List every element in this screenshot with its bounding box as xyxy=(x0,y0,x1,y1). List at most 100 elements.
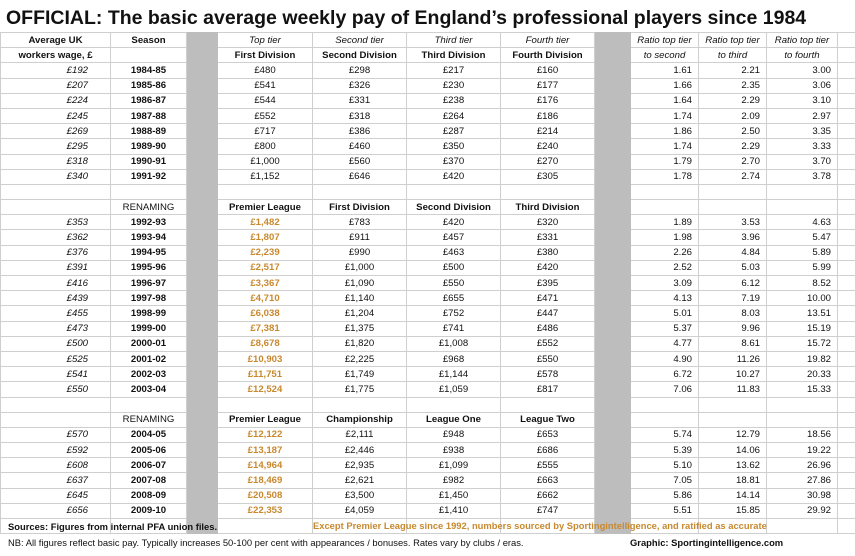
page-title: OFFICIAL: The basic average weekly pay o… xyxy=(6,7,807,29)
grey-separator xyxy=(594,517,631,535)
ratio-fourth-cell: 27.86 xyxy=(766,472,838,489)
ratio-fourth-cell: 3.00 xyxy=(766,62,838,79)
ratio-third-cell: 2.21 xyxy=(698,62,767,79)
grey-separator xyxy=(594,92,631,109)
ratio-second-cell: 7.05 xyxy=(630,472,699,489)
grey-separator xyxy=(186,229,218,246)
third-tier-cell: £1,099 xyxy=(406,457,501,474)
renaming-label: RENAMING xyxy=(110,411,187,428)
empty-cell xyxy=(217,183,313,201)
fourth-tier-cell: £486 xyxy=(500,320,595,337)
header-ratio2-sub: to third xyxy=(698,47,767,64)
fourth-tier-cell: £270 xyxy=(500,153,595,170)
empty-cell xyxy=(837,229,855,246)
second-tier-cell: £1,820 xyxy=(312,335,407,352)
grey-separator xyxy=(594,31,631,49)
ratio-third-cell: 11.26 xyxy=(698,350,767,368)
grey-separator xyxy=(186,457,218,474)
empty-cell xyxy=(110,396,187,413)
ratio-third-cell: 2.29 xyxy=(698,138,767,155)
grey-separator xyxy=(594,426,631,444)
empty-cell xyxy=(110,47,187,64)
season-cell: 1989-90 xyxy=(110,138,187,155)
fourth-tier-cell: £420 xyxy=(500,259,595,277)
grey-separator xyxy=(594,138,631,155)
ratio-third-cell: 4.84 xyxy=(698,244,767,261)
grey-separator xyxy=(186,517,218,535)
grey-separator xyxy=(594,47,631,64)
wage-cell: £340 xyxy=(0,168,111,185)
renamed-div1: Premier League xyxy=(217,199,313,216)
ratio-second-cell: 5.39 xyxy=(630,442,699,459)
ratio-fourth-cell: 29.92 xyxy=(766,502,838,520)
season-cell: 2001-02 xyxy=(110,350,187,368)
header-ratio1-sub: to second xyxy=(630,47,699,64)
third-tier-cell: £1,144 xyxy=(406,366,501,383)
grey-separator xyxy=(186,259,218,277)
ratio-second-cell: 1.86 xyxy=(630,123,699,140)
empty-cell xyxy=(630,183,699,201)
ratio-fourth-cell: 20.33 xyxy=(766,366,838,383)
grey-separator xyxy=(594,487,631,504)
grey-separator xyxy=(186,183,218,201)
fourth-tier-cell: £747 xyxy=(500,502,595,520)
table-row: £391 1995-96 £2,517 £1,000 £500 £420 2.52 5.03 5… xyxy=(0,259,855,277)
ratio-third-cell: 14.06 xyxy=(698,442,767,459)
table-row: £224 1986-87 £544 £331 £238 £176 1.64 2.29 3.10 xyxy=(0,92,855,109)
season-cell: 2008-09 xyxy=(110,487,187,504)
third-tier-cell: £420 xyxy=(406,168,501,185)
table-row: £455 1998-99 £6,038 £1,204 £752 £447 5.01 8.03 1… xyxy=(0,305,855,322)
empty-cell xyxy=(766,396,838,413)
header-row-2: workers wage, £ First Division Second Di… xyxy=(0,47,855,64)
header-season: Season xyxy=(110,31,187,49)
fourth-tier-cell: £305 xyxy=(500,168,595,185)
second-tier-cell: £298 xyxy=(312,62,407,79)
grey-separator xyxy=(594,502,631,520)
renaming-row: RENAMING Premier League First Division Seco… xyxy=(0,199,855,216)
third-tier-cell: £463 xyxy=(406,244,501,261)
season-cell: 1997-98 xyxy=(110,290,187,307)
empty-cell xyxy=(837,350,855,368)
season-cell: 1990-91 xyxy=(110,153,187,170)
third-tier-cell: £264 xyxy=(406,107,501,125)
footer-sources: Sources: Figures from internal PFA union… xyxy=(8,521,218,532)
empty-cell xyxy=(110,183,187,201)
empty-cell xyxy=(698,411,767,428)
empty-cell xyxy=(837,472,855,489)
third-tier-cell: £420 xyxy=(406,214,501,231)
second-tier-cell: £1,375 xyxy=(312,320,407,337)
season-cell: 1986-87 xyxy=(110,92,187,109)
grey-separator xyxy=(594,350,631,368)
empty-cell xyxy=(217,517,313,535)
wage-cell: £376 xyxy=(0,244,111,261)
renaming-label: RENAMING xyxy=(110,199,187,216)
empty-cell xyxy=(837,92,855,109)
wage-cell: £439 xyxy=(0,290,111,307)
season-cell: 1996-97 xyxy=(110,274,187,292)
ratio-fourth-cell: 19.82 xyxy=(766,350,838,368)
second-tier-cell: £1,090 xyxy=(312,274,407,292)
grey-separator xyxy=(186,320,218,337)
empty-cell xyxy=(837,183,855,201)
ratio-fourth-cell: 30.98 xyxy=(766,487,838,504)
grey-separator xyxy=(186,214,218,231)
empty-cell xyxy=(698,199,767,216)
ratio-second-cell: 1.98 xyxy=(630,229,699,246)
header-tier1: Top tier xyxy=(217,31,313,49)
second-tier-cell: £990 xyxy=(312,244,407,261)
ratio-fourth-cell: 5.47 xyxy=(766,229,838,246)
empty-cell xyxy=(837,168,855,185)
wage-cell: £245 xyxy=(0,107,111,125)
empty-cell xyxy=(0,199,111,216)
header-div3: Third Division xyxy=(406,47,501,64)
second-tier-cell: £2,225 xyxy=(312,350,407,368)
ratio-fourth-cell: 3.10 xyxy=(766,92,838,109)
ratio-third-cell: 3.96 xyxy=(698,229,767,246)
empty-cell xyxy=(837,138,855,155)
ratio-second-cell: 4.77 xyxy=(630,335,699,352)
ratio-fourth-cell: 13.51 xyxy=(766,305,838,322)
table-row: £295 1989-90 £800 £460 £350 £240 1.74 2.29 3.33 xyxy=(0,138,855,155)
fourth-tier-cell: £177 xyxy=(500,77,595,94)
footer-nb: NB: All figures reflect basic pay. Typic… xyxy=(8,537,524,548)
top-tier-cell: £22,353 xyxy=(217,502,313,520)
